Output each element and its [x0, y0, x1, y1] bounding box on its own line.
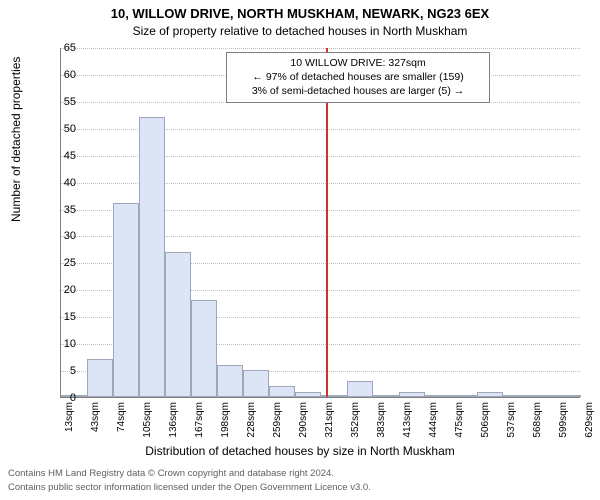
chart-title-line2: Size of property relative to detached ho…	[0, 24, 600, 38]
annotation-line3: 3% of semi-detached houses are larger (5…	[233, 84, 483, 98]
histogram-bar	[321, 395, 347, 397]
histogram-bar	[477, 392, 503, 397]
y-tick-label: 45	[46, 150, 76, 162]
annotation-box: 10 WILLOW DRIVE: 327sqm ← 97% of detache…	[226, 52, 490, 103]
footer-line1: Contains HM Land Registry data © Crown c…	[8, 468, 334, 479]
histogram-bar	[191, 300, 217, 397]
y-tick-label: 5	[46, 365, 76, 377]
x-tick-label: 290sqm	[298, 402, 309, 446]
x-tick-label: 599sqm	[558, 402, 569, 446]
plot-area: 10 WILLOW DRIVE: 327sqm ← 97% of detache…	[60, 48, 580, 398]
histogram-bar	[87, 359, 113, 397]
histogram-bar	[243, 370, 269, 397]
y-tick-label: 40	[46, 177, 76, 189]
x-tick-label: 105sqm	[142, 402, 153, 446]
y-tick-label: 15	[46, 311, 76, 323]
x-tick-label: 629sqm	[584, 402, 595, 446]
histogram-bar	[295, 392, 321, 397]
histogram-bar	[503, 395, 529, 397]
histogram-bar	[425, 395, 451, 397]
y-tick-label: 50	[46, 123, 76, 135]
x-tick-label: 13sqm	[64, 402, 75, 446]
x-axis-label: Distribution of detached houses by size …	[0, 444, 600, 458]
x-tick-label: 413sqm	[402, 402, 413, 446]
x-tick-label: 383sqm	[376, 402, 387, 446]
x-tick-label: 136sqm	[168, 402, 179, 446]
footer-line2: Contains public sector information licen…	[8, 482, 371, 493]
annotation-line2: ← 97% of detached houses are smaller (15…	[233, 70, 483, 84]
histogram-bar	[399, 392, 425, 397]
x-tick-label: 475sqm	[454, 402, 465, 446]
y-tick-label: 10	[46, 338, 76, 350]
x-tick-label: 506sqm	[480, 402, 491, 446]
y-tick-label: 30	[46, 230, 76, 242]
y-tick-label: 55	[46, 96, 76, 108]
y-tick-label: 35	[46, 204, 76, 216]
x-tick-label: 568sqm	[532, 402, 543, 446]
histogram-bar	[269, 386, 295, 397]
histogram-bar	[347, 381, 373, 397]
annotation-line1: 10 WILLOW DRIVE: 327sqm	[233, 56, 483, 70]
y-tick-label: 20	[46, 284, 76, 296]
histogram-bar	[165, 252, 191, 397]
x-tick-label: 321sqm	[324, 402, 335, 446]
chart-container: 10, WILLOW DRIVE, NORTH MUSKHAM, NEWARK,…	[0, 0, 600, 500]
y-axis-label: Number of detached properties	[9, 57, 23, 222]
histogram-bar	[139, 117, 165, 397]
gridline	[61, 48, 580, 49]
histogram-bar	[113, 203, 139, 397]
y-tick-label: 25	[46, 257, 76, 269]
histogram-bar	[529, 395, 555, 397]
y-tick-label: 60	[46, 69, 76, 81]
histogram-bar	[217, 365, 243, 397]
x-tick-label: 43sqm	[90, 402, 101, 446]
histogram-bar	[555, 395, 581, 397]
x-tick-label: 198sqm	[220, 402, 231, 446]
x-tick-label: 167sqm	[194, 402, 205, 446]
x-tick-label: 444sqm	[428, 402, 439, 446]
x-tick-label: 537sqm	[506, 402, 517, 446]
chart-title-line1: 10, WILLOW DRIVE, NORTH MUSKHAM, NEWARK,…	[0, 6, 600, 21]
histogram-bar	[373, 395, 399, 397]
x-tick-label: 259sqm	[272, 402, 283, 446]
x-tick-label: 74sqm	[116, 402, 127, 446]
y-tick-label: 65	[46, 42, 76, 54]
histogram-bar	[451, 395, 477, 397]
x-tick-label: 352sqm	[350, 402, 361, 446]
x-tick-label: 228sqm	[246, 402, 257, 446]
